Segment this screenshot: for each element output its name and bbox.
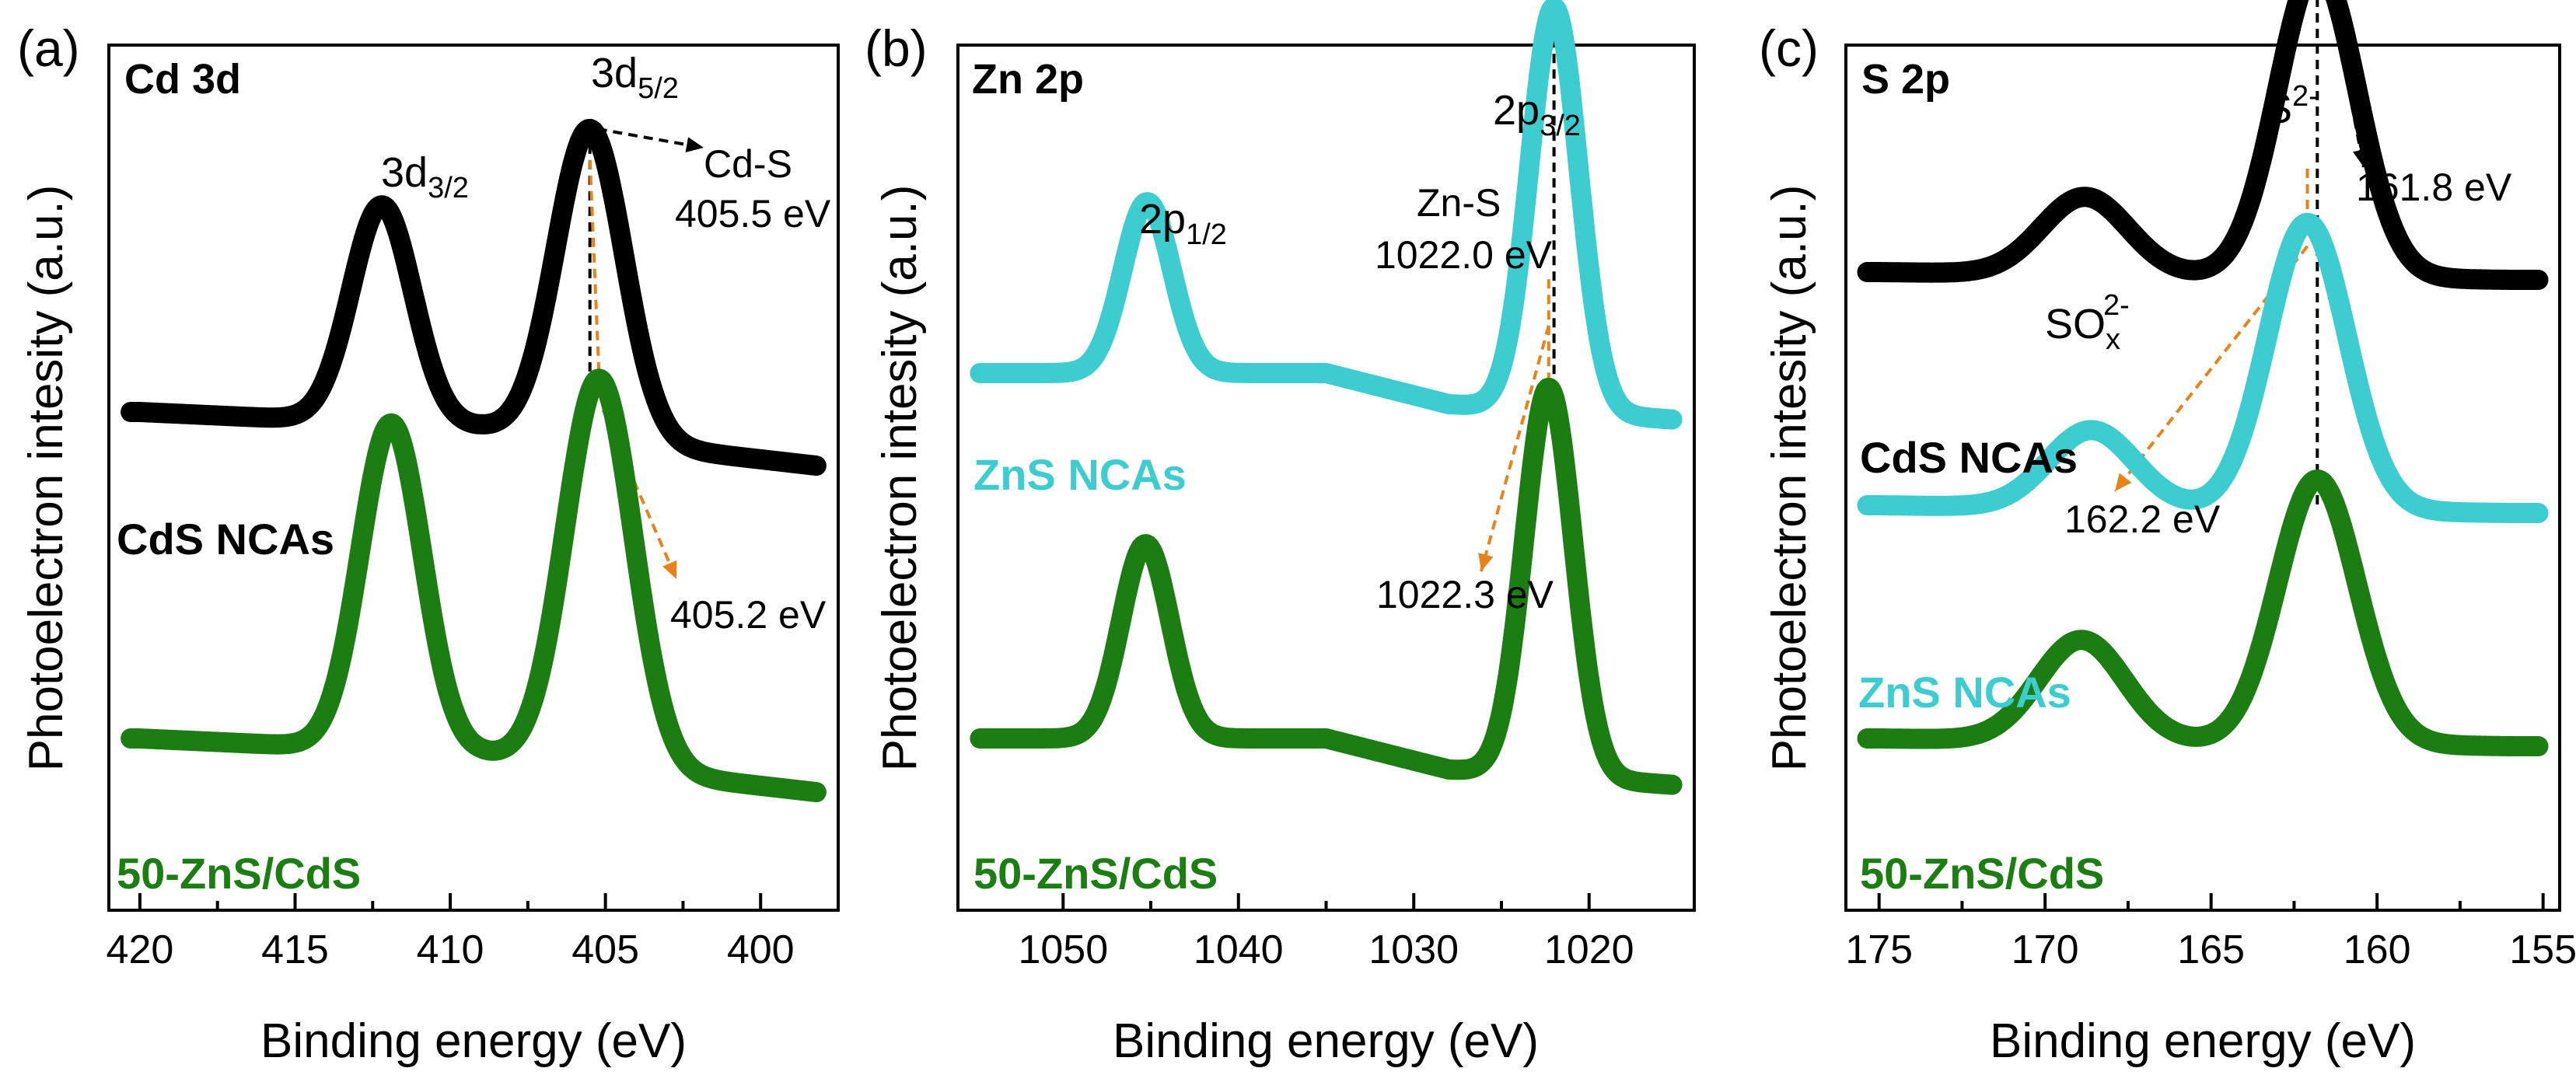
- series-label-zns-cds-b: 50-ZnS/CdS: [973, 849, 1218, 898]
- series-line-cds-ncas: [1857, 0, 2549, 290]
- series-line-50-zns-cds: [1857, 469, 2549, 756]
- annotation-161-8: 161.8 eV: [2356, 166, 2512, 209]
- series-line-50-zns-cds: [121, 368, 827, 803]
- peak-label-cd-3d52: 3d5/2: [591, 50, 679, 105]
- panel-a-frame: [107, 44, 840, 912]
- annotation-405-2: 405.2 eV: [670, 593, 827, 637]
- series-line-50-zns-cds: [970, 378, 1683, 795]
- x-tick-label: 160: [2344, 927, 2411, 972]
- peak-label-cd-3d32: 3d3/2: [381, 149, 469, 204]
- panel-a-title: Cd 3d: [124, 56, 241, 103]
- x-tick-label: 400: [727, 927, 795, 972]
- series-label-cds-a: CdS NCAs: [117, 515, 334, 564]
- panel-c-frame: [1844, 44, 2561, 912]
- annotation-cd-s: Cd-S: [704, 142, 792, 186]
- arrow-cd-s: [597, 127, 704, 149]
- annotation-1022-0: 1022.0 eV: [1375, 233, 1553, 277]
- series-label-zns-c: ZnS NCAs: [1858, 668, 2071, 717]
- panel-a-guides: [588, 127, 704, 580]
- series-line-zns-ncas: [970, 0, 1683, 430]
- annotation-1022-3: 1022.3 eV: [1376, 573, 1554, 616]
- panel-b: (b) Zn 2p 1050 1040 1030 1020 2p1/2 2p3/2 Z…: [865, 0, 1696, 1068]
- peak-label-s2: S2-: [2264, 80, 2319, 132]
- x-tick-label: 1040: [1194, 927, 1284, 972]
- series-line-zns-ncas: [1857, 212, 2549, 523]
- x-tick-label: 1050: [1018, 927, 1108, 972]
- panel-letter-a: (a): [17, 19, 80, 77]
- x-tick-label: 405: [571, 927, 639, 972]
- panel-c-title: S 2p: [1861, 56, 1950, 103]
- annotation-405-5: 405.5 eV: [675, 192, 831, 236]
- series-line-cds-ncas: [121, 118, 827, 476]
- annotation-162-2: 162.2 eV: [2064, 497, 2221, 541]
- arrow-162-2-head: [2115, 473, 2132, 491]
- panel-c-xlabel: Binding energy (eV): [1990, 1014, 2416, 1068]
- panel-a: (a) Cd 3d 420 415 410 405 400 3d3/2 3d5/2 Cd…: [17, 19, 840, 1068]
- x-tick-label: 165: [2177, 927, 2245, 972]
- panel-a-ylabel: Photoelectron intesity (a.u.): [19, 185, 73, 772]
- panel-c-ticks: 175 170 165 160 155: [1845, 893, 2576, 972]
- panel-b-xlabel: Binding energy (eV): [1113, 1014, 1539, 1068]
- peak-label-zn-2p12: 2p1/2: [1139, 196, 1227, 251]
- annotation-zn-s: Zn-S: [1417, 181, 1501, 225]
- series-label-zns-cds-c: 50-ZnS/CdS: [1860, 849, 2104, 898]
- panel-c: (c) S 2p 175 170 165 160 155 SOx2- S2- 161.8…: [1759, 0, 2576, 1068]
- arrow-1022-3-head: [1478, 553, 1494, 571]
- series-label-cds-c: CdS NCAs: [1860, 433, 2078, 482]
- series-label-zns-b: ZnS NCAs: [973, 450, 1187, 499]
- x-tick-label: 170: [2012, 927, 2079, 972]
- x-tick-label: 410: [417, 927, 484, 972]
- x-tick-label: 1030: [1368, 927, 1459, 972]
- arrow-405-2-head: [662, 560, 677, 579]
- panel-b-curves: [970, 0, 1683, 795]
- series-label-zns-cds-a: 50-ZnS/CdS: [117, 849, 361, 898]
- panel-a-curves: [121, 118, 827, 803]
- panel-c-ylabel: Photoelectron intesity (a.u.): [1763, 185, 1816, 772]
- x-tick-label: 175: [1845, 927, 1913, 972]
- panel-letter-b: (b): [865, 19, 928, 77]
- x-tick-label: 420: [107, 927, 174, 972]
- panel-letter-c: (c): [1759, 19, 1819, 77]
- panel-b-title: Zn 2p: [972, 56, 1084, 103]
- peak-label-sox: SOx2-: [2045, 289, 2130, 356]
- panel-b-ticks: 1050 1040 1030 1020: [1018, 893, 1634, 972]
- arrow-1022-3: [1480, 325, 1550, 572]
- panel-b-ylabel: Photoelectron intesity (a.u.): [873, 185, 927, 772]
- x-tick-label: 415: [261, 927, 329, 972]
- panel-a-xlabel: Binding energy (eV): [260, 1014, 687, 1068]
- panel-c-curves: [1857, 0, 2549, 756]
- panel-a-ticks: 420 415 410 405 400: [107, 893, 795, 972]
- arrow-cd-s-head: [685, 137, 704, 153]
- guide-line-shift: [588, 159, 601, 379]
- x-tick-label: 1020: [1544, 927, 1634, 972]
- x-tick-label: 155: [2509, 927, 2576, 972]
- peak-label-zn-2p32: 2p3/2: [1493, 87, 1581, 142]
